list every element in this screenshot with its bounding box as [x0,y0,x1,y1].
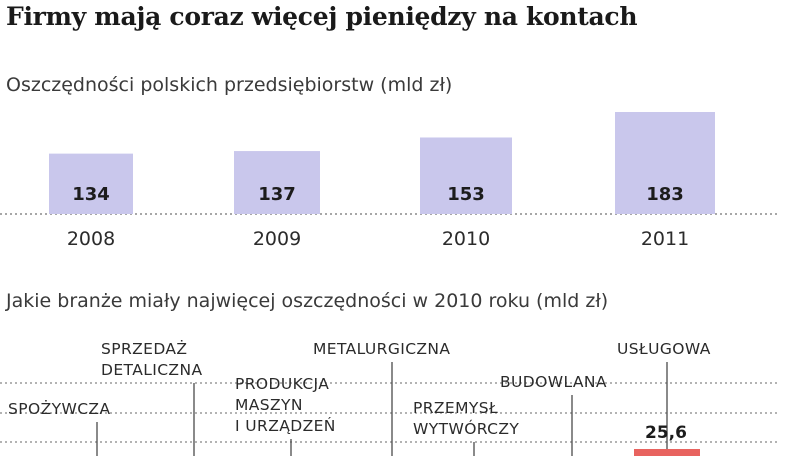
branch-chart-subtitle: Jakie branże miały najwięcej oszczędnośc… [6,290,609,312]
bar-value-label: 134 [72,184,110,205]
branch-label: PRZEMYSŁ [413,399,498,417]
branch-label: PRODUKCJA [235,375,329,393]
bar-chart-subtitle: Oszczędności polskich przedsiębiorstw (m… [6,74,453,96]
bar-value-label: 137 [258,184,296,205]
bar-2011 [615,112,715,214]
year-label: 2011 [641,228,689,250]
branch-label: BUDOWLANA [500,373,607,391]
bar-uslugowa [634,449,700,456]
bar-2008 [49,153,133,214]
bar-2009 [234,151,320,214]
bar-value-label: 183 [646,184,684,205]
chart-title: Firmy mają coraz więcej pieniędzy na kon… [6,2,638,31]
branch-label: MASZYN [235,396,303,414]
branch-label: USŁUGOWA [617,340,711,358]
branch-label: WYTWÓRCZY [413,419,519,438]
branch-label: SPRZEDAŻ [101,339,187,358]
year-label: 2008 [67,228,115,250]
year-label: 2010 [442,228,490,250]
branch-label: METALURGICZNA [313,340,450,358]
branch-label: I URZĄDZEŃ [235,416,336,435]
bar-2010 [420,137,512,214]
bar-value-label: 153 [447,184,485,205]
branch-value-label: 25,6 [645,423,687,443]
year-label: 2009 [253,228,301,250]
branch-label: DETALICZNA [101,361,202,379]
branch-label: SPOŻYWCZA [8,399,110,418]
